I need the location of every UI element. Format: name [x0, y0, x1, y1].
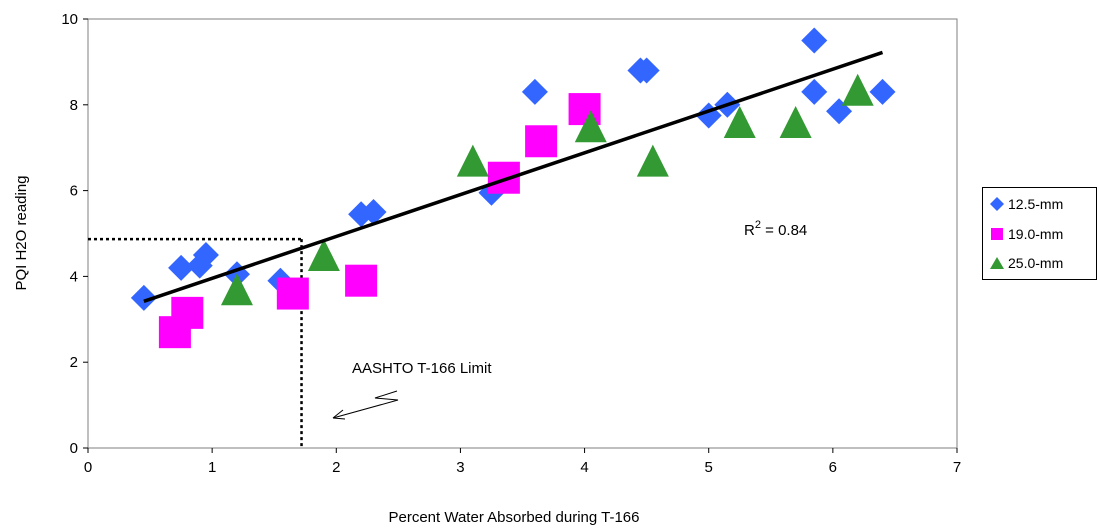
reference-lines [88, 237, 303, 448]
y-tick-label: 8 [70, 97, 78, 114]
legend-label: 25.0-mm [1008, 255, 1064, 271]
legend-item-12-5mm: 12.5-mm [989, 194, 1063, 214]
y-tick-label: 0 [70, 440, 78, 457]
triangle-marker-icon [990, 257, 1004, 269]
triangle-point [723, 105, 756, 138]
x-tick-label: 0 [84, 459, 92, 476]
diamond-point [869, 78, 896, 105]
legend: 12.5-mm 19.0-mm 25.0-mm [982, 187, 1097, 280]
triangle-point [220, 273, 253, 306]
triangle-point [574, 110, 607, 143]
square-marker-icon [991, 228, 1003, 240]
square-point [276, 277, 309, 310]
legend-item-19-0mm: 19.0-mm [989, 224, 1063, 244]
x-axis-ticks: 0 1 2 3 4 5 6 7 [84, 448, 961, 476]
diamond-point [801, 78, 828, 105]
data-markers [130, 27, 896, 349]
y-tick-label: 4 [70, 268, 78, 285]
diamond-point [168, 254, 195, 281]
axes [87, 18, 958, 449]
legend-label: 19.0-mm [1008, 226, 1064, 242]
diamond-point [360, 199, 387, 226]
aashto-limit-label: AASHTO T-166 Limit [352, 360, 492, 377]
diamond-point [521, 78, 548, 105]
x-tick-label: 5 [705, 459, 713, 476]
square-point [171, 296, 204, 329]
diamond-point [186, 252, 213, 279]
diamond-point [130, 284, 157, 311]
plot-frame [87, 18, 958, 449]
legend-label: 12.5-mm [1008, 196, 1064, 212]
diamond-point [801, 27, 828, 54]
x-axis-title: Percent Water Absorbed during T-166 [389, 509, 640, 526]
y-axis-title: PQI H2O reading [13, 175, 30, 290]
trendline [143, 50, 884, 303]
x-tick-label: 6 [829, 459, 837, 476]
regression-line [143, 50, 884, 303]
limit-arrow [332, 390, 399, 419]
diamond-marker-icon [990, 197, 1004, 211]
diamond-point [633, 57, 660, 84]
x-tick-label: 2 [332, 459, 340, 476]
annotations: R2 = 0.84 AASHTO T-166 Limit [332, 219, 807, 420]
square-point [345, 264, 378, 297]
diamond-point [192, 241, 219, 268]
y-tick-label: 2 [70, 354, 78, 371]
triangle-point [307, 238, 340, 271]
triangle-point [841, 73, 874, 106]
triangle-point [779, 105, 812, 138]
triangle-point [636, 144, 669, 177]
square-point [525, 125, 558, 158]
triangle-point [456, 144, 489, 177]
r-squared-label: R2 = 0.84 [744, 219, 807, 239]
y-axis-ticks: 0 2 4 6 8 10 [61, 11, 88, 457]
x-tick-label: 1 [208, 459, 216, 476]
limit-arrow-head [332, 409, 346, 420]
y-tick-label: 10 [61, 11, 78, 28]
y-tick-label: 6 [70, 183, 78, 200]
x-tick-label: 7 [953, 459, 961, 476]
x-tick-label: 4 [580, 459, 588, 476]
legend-item-25-0mm: 25.0-mm [989, 253, 1063, 273]
scatter-chart: 0 1 2 3 4 5 6 7 0 2 4 6 8 10 R2 = 0.84 AASHTO T-166 … [13, 11, 961, 526]
x-tick-label: 3 [456, 459, 464, 476]
